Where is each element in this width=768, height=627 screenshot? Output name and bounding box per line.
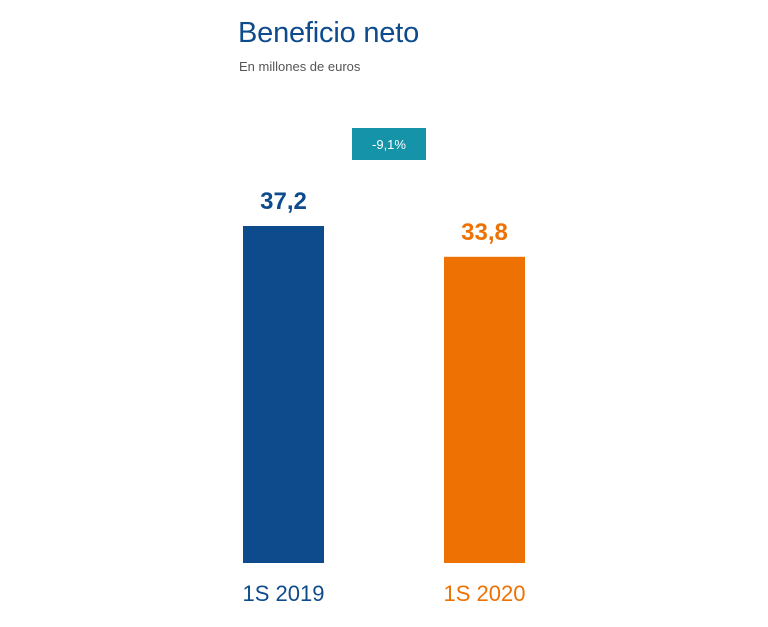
bar-2 — [444, 256, 525, 563]
value-label-2: 33,8 — [461, 219, 508, 246]
chart-subtitle: En millones de euros — [239, 59, 361, 74]
bar-1 — [243, 226, 324, 563]
change-badge: -9,1% — [352, 128, 426, 160]
chart-title: Beneficio neto — [238, 17, 419, 49]
value-label-1: 37,2 — [260, 188, 307, 215]
category-label-2: 1S 2020 — [444, 581, 526, 606]
category-label-1: 1S 2019 — [243, 581, 325, 606]
